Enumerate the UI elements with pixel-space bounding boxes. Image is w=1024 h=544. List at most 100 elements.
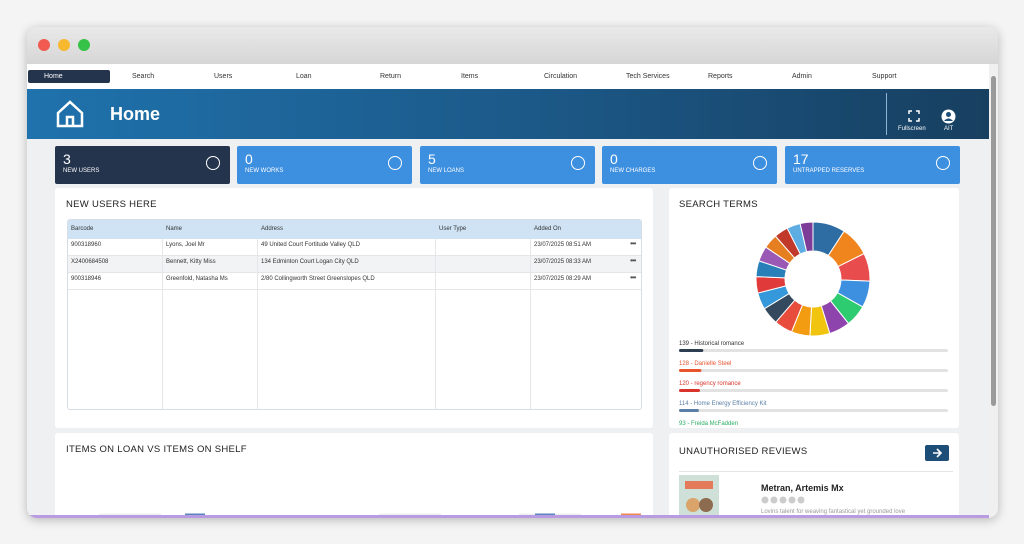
column-header[interactable]: Address <box>261 226 284 232</box>
donut-chart: 139 - Historical romance 128 - Danielle S… <box>679 221 948 427</box>
term-track <box>679 369 948 372</box>
nav-item[interactable]: Search <box>132 73 155 80</box>
stat-label: NEW CHARGES <box>610 168 656 174</box>
stat-label: NEW LOANS <box>428 168 465 174</box>
table-cell: 49 United Court Fortitude Valley QLD <box>261 242 360 248</box>
stat-icon <box>571 156 585 170</box>
row-menu[interactable]: ••• <box>630 273 636 282</box>
stat-value: 0 <box>610 151 618 167</box>
panel-title: SEARCH TERMS <box>679 199 758 210</box>
nav-item[interactable]: Return <box>380 73 402 80</box>
divider <box>886 93 887 135</box>
panel-title: UNAUTHORISED REVIEWS <box>679 446 808 457</box>
row-line <box>68 255 641 256</box>
bottom-bar <box>27 515 998 518</box>
panel-title: NEW USERS HERE <box>66 199 157 210</box>
scroll-thumb[interactable] <box>991 76 996 406</box>
table-cell: 900318946 <box>71 276 102 282</box>
table-cell: Greenfold, Natasha Ms <box>166 276 228 282</box>
column-header[interactable]: Added On <box>534 226 562 232</box>
nav-item[interactable]: Loan <box>296 73 312 80</box>
stat-value: 5 <box>428 151 436 167</box>
nav-item[interactable]: Items <box>461 73 479 80</box>
column-divider <box>435 239 436 409</box>
fullscreen-label[interactable]: Fullscreen <box>898 126 926 132</box>
new-users-panel: NEW USERS HERE Barcode Name Address User Ty… <box>55 188 653 428</box>
row-menu[interactable]: ••• <box>630 239 636 248</box>
scrollbar[interactable] <box>989 64 998 518</box>
header: Home Fullscreen AIT <box>27 89 989 139</box>
nav-item[interactable]: Tech Services <box>626 73 670 80</box>
table-cell: 2/80 Collingworth Street Greenslopes QLD <box>261 276 375 282</box>
page-title: Home <box>110 104 161 124</box>
column-divider <box>530 239 531 409</box>
column-header[interactable]: User Type <box>439 226 467 232</box>
table-cell: 134 Edminton Court Logan City QLD <box>261 259 359 265</box>
row-stripe <box>68 256 641 273</box>
row-menu[interactable]: ••• <box>630 256 636 265</box>
term-label: 120 - regency romance <box>679 381 741 387</box>
stat-card[interactable]: 3 NEW USERS <box>55 146 230 184</box>
home-icon <box>56 100 84 128</box>
title-bar <box>27 27 998 64</box>
table-cell: 23/07/2025 08:29 AM <box>534 276 592 282</box>
close-dot[interactable] <box>38 39 50 51</box>
row-line <box>68 272 641 273</box>
user-label[interactable]: AIT <box>944 126 954 132</box>
term-bar <box>679 369 702 372</box>
stat-value: 0 <box>245 151 253 167</box>
term-label: 139 - Historical romance <box>679 341 745 347</box>
stat-label: UNTRAPPED RESERVES <box>793 168 865 174</box>
stat-card[interactable]: 5 NEW LOANS <box>420 146 595 184</box>
fullscreen-icon[interactable] <box>908 110 920 122</box>
table-header <box>68 220 641 239</box>
users-table: Barcode Name Address User Type Added On 90031… <box>67 219 642 410</box>
term-label: 128 - Danielle Steel <box>679 361 731 367</box>
table-cell: Lyons, Joel Mr <box>166 242 205 248</box>
column-header[interactable]: Barcode <box>71 226 94 232</box>
nav-bar: Home Search Users Loan Return Items Circulatio… <box>27 64 989 89</box>
table-cell: X2400684508 <box>71 259 109 265</box>
nav-item[interactable]: Admin <box>792 73 812 80</box>
term-label: 93 - Freida McFadden <box>679 421 738 427</box>
nav-item[interactable]: Users <box>214 73 233 80</box>
next-button[interactable] <box>925 445 949 461</box>
nav-item[interactable]: Reports <box>708 73 733 80</box>
stat-label: NEW USERS <box>63 168 100 174</box>
book-cover <box>679 475 719 518</box>
browser-window: Home Search Users Loan Return Items Circulatio… <box>27 27 998 518</box>
table-cell: Bennett, Kitty Miss <box>166 259 216 265</box>
table-cell: 23/07/2025 08:33 AM <box>534 259 592 265</box>
term-track <box>679 389 948 392</box>
term-track <box>679 349 948 352</box>
search-terms-panel: SEARCH TERMS 139 - Historical romance 128… <box>669 188 959 428</box>
stat-card[interactable]: 17 UNTRAPPED RESERVES <box>785 146 960 184</box>
stat-value: 3 <box>63 151 71 167</box>
user-icon[interactable] <box>941 109 956 124</box>
term-bar <box>679 389 700 392</box>
term-bar <box>679 409 699 412</box>
nav-item[interactable]: Home <box>28 70 110 83</box>
nav-item[interactable]: Support <box>872 73 897 80</box>
minimize-dot[interactable] <box>58 39 70 51</box>
stat-label: NEW WORKS <box>245 168 284 174</box>
table-cell: 900318960 <box>71 242 102 248</box>
stat-icon <box>388 156 402 170</box>
separator <box>679 471 953 472</box>
stat-card[interactable]: 0 NEW WORKS <box>237 146 412 184</box>
stat-value: 17 <box>793 151 809 167</box>
maximize-dot[interactable] <box>78 39 90 51</box>
reviews-panel: UNAUTHORISED REVIEWS Metran, Artemis Mx … <box>669 433 959 518</box>
stat-card[interactable]: 0 NEW CHARGES <box>602 146 777 184</box>
term-bar <box>679 349 704 352</box>
reviewer: Metran, Artemis Mx <box>761 483 844 493</box>
table-cell: 23/07/2025 08:51 AM <box>534 242 592 248</box>
column-header[interactable]: Name <box>166 226 183 232</box>
nav-item[interactable]: Circulation <box>544 73 578 80</box>
donut-segment <box>799 221 814 253</box>
loan-chart-panel: ITEMS ON LOAN VS ITEMS ON SHELF <box>55 433 653 518</box>
review-text: Lovins talent for weaving fantastical ye… <box>761 509 906 515</box>
panel-title: ITEMS ON LOAN VS ITEMS ON SHELF <box>66 444 247 455</box>
stars <box>761 496 805 504</box>
